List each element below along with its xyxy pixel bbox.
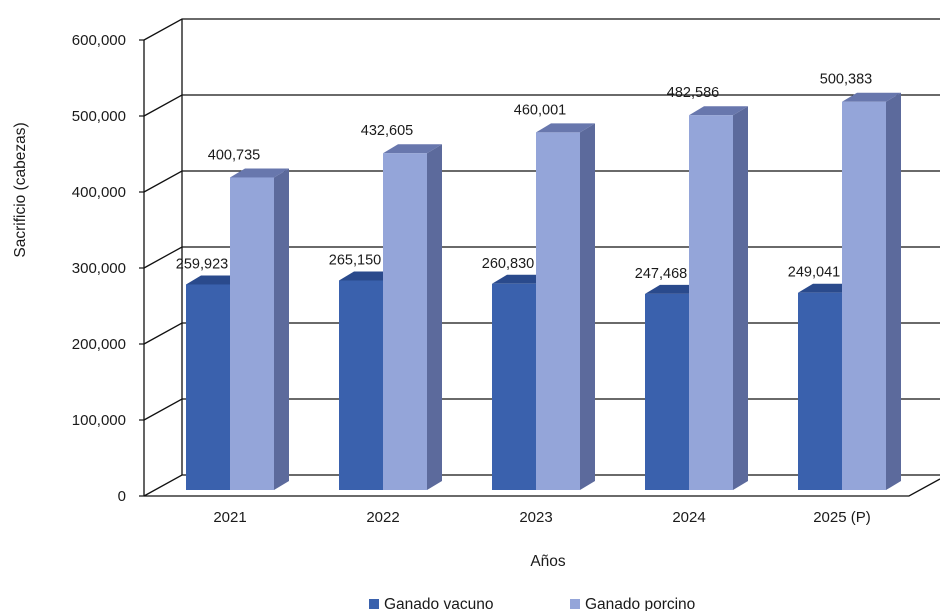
data-label: 460,001 [514,102,566,118]
x-tick-label: 2023 [519,509,552,526]
bar-front [645,293,689,490]
bar-ganado-porcino-2022 [383,144,442,490]
bar-side [427,144,442,490]
floor-edge [144,478,940,497]
data-label: 249,041 [788,265,840,281]
bars [186,92,901,491]
data-label: 260,830 [482,256,534,272]
bar-top [383,144,442,154]
y-tick-label: 100,000 [72,412,126,429]
data-labels: 259,923 400,735 265,150 432,605 260,830 460,0… [176,72,872,282]
bar-front [492,283,536,490]
bar-front [536,132,580,491]
x-tick-label: 2021 [213,509,246,526]
y-axis-title: Sacrificio (cabezas) [12,122,29,257]
bar-side [733,106,748,490]
bar-front [186,284,230,490]
bar-ganado-porcino-2024 [689,106,748,490]
bar-front [339,280,383,490]
y-tick-label: 200,000 [72,336,126,353]
legend-label-ganado-porcino: Ganado porcino [585,596,695,611]
y-tick-label: 600,000 [72,32,126,49]
bar-side [274,168,289,490]
data-label: 482,586 [667,85,719,101]
data-label: 265,150 [329,252,381,268]
bar-top [230,168,289,178]
bar-ganado-porcino-2023 [536,123,595,491]
bar-top [842,92,901,102]
x-tick-label: 2022 [366,509,399,526]
legend-label-ganado-vacuno: Ganado vacuno [384,596,493,611]
bar-front [798,292,842,490]
bar-front [383,153,427,490]
y-tick-label: 400,000 [72,184,126,201]
x-axis-tick-labels: 2021 2022 2023 2024 2025 (P) [213,509,870,526]
data-label: 400,735 [208,147,260,163]
bar-front [230,177,274,490]
bar-top [536,123,595,133]
x-tick-label: 2024 [672,509,705,526]
bar-ganado-porcino-2025 (P) [842,92,901,490]
gridline [143,18,940,41]
y-axis-tick-labels: 0 100,000 200,000 300,000 400,000 500,000 600,… [72,32,144,505]
y-tick-label: 300,000 [72,260,126,277]
bar-top [689,106,748,116]
bar-front [842,101,886,490]
data-label: 247,468 [635,266,687,282]
bar-front [689,115,733,490]
x-axis-title: Años [530,553,566,570]
bar-side [580,123,595,491]
legend-swatch-ganado-vacuno [369,599,379,609]
legend: Ganado vacuno Ganado porcino [369,596,695,611]
y-tick-label: 500,000 [72,108,126,125]
y-tick-label: 0 [118,488,126,505]
legend-swatch-ganado-porcino [570,599,580,609]
data-label: 432,605 [361,123,413,139]
data-label: 500,383 [820,72,872,88]
data-label: 259,923 [176,256,228,272]
bar-side [886,92,901,490]
x-tick-label: 2025 (P) [813,509,871,526]
bar-ganado-porcino-2021 [230,168,289,490]
